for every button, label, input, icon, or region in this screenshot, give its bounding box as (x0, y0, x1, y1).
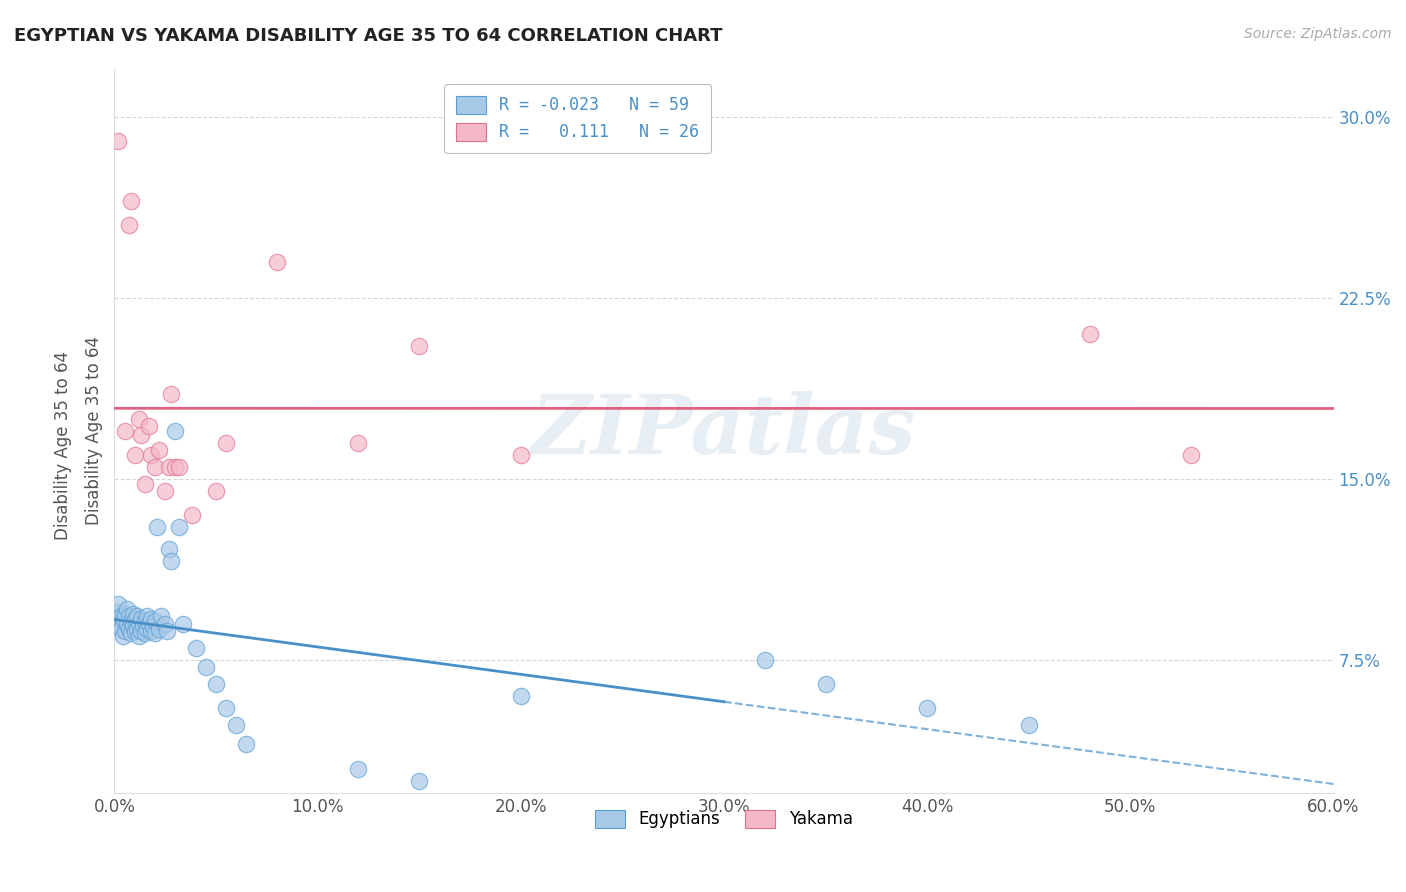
Point (128, 411, 150, 425)
Legend: Egyptians, Yakama: Egyptians, Yakama (589, 803, 859, 835)
Text: Source: ZipAtlas.com: Source: ZipAtlas.com (1244, 27, 1392, 41)
Text: Disability Age 35 to 64: Disability Age 35 to 64 (55, 351, 72, 541)
Point (134, 476, 156, 491)
Point (107, 134, 129, 148)
Point (184, 640, 207, 655)
Point (180, 508, 202, 522)
Point (117, 609, 139, 624)
Point (150, 609, 173, 624)
Point (132, 619, 155, 633)
Point (134, 614, 156, 628)
Point (111, 629, 134, 643)
Point (215, 435, 238, 450)
Point (205, 677, 228, 691)
Point (115, 602, 138, 616)
Point (121, 619, 143, 633)
Point (117, 622, 139, 636)
Point (157, 459, 180, 474)
Point (128, 629, 150, 643)
Point (120, 614, 142, 628)
Point (157, 541, 180, 556)
Point (107, 598, 129, 612)
Point (114, 624, 136, 638)
Point (139, 612, 162, 626)
Point (125, 609, 148, 624)
Point (124, 624, 146, 638)
Text: ZIPatlas: ZIPatlas (531, 391, 917, 471)
Point (120, 194, 142, 209)
Point (121, 607, 143, 621)
Point (110, 609, 132, 624)
Point (347, 762, 370, 776)
Point (1018, 718, 1040, 732)
Point (115, 616, 138, 631)
Point (155, 483, 177, 498)
Point (155, 616, 177, 631)
Point (114, 607, 136, 621)
Point (135, 609, 157, 624)
Point (225, 718, 247, 732)
Point (156, 624, 179, 638)
Point (169, 459, 191, 474)
Point (143, 459, 166, 474)
Point (754, 653, 776, 667)
Point (1180, 448, 1202, 462)
Point (169, 520, 191, 534)
Text: EGYPTIAN VS YAKAMA DISABILITY AGE 35 TO 64 CORRELATION CHART: EGYPTIAN VS YAKAMA DISABILITY AGE 35 TO … (14, 27, 723, 45)
Y-axis label: Disability Age 35 to 64: Disability Age 35 to 64 (86, 336, 103, 525)
Point (138, 616, 160, 631)
Point (110, 622, 132, 636)
Point (135, 622, 157, 636)
Point (509, 689, 531, 703)
Point (124, 448, 146, 462)
Point (114, 424, 136, 438)
Point (128, 616, 150, 631)
Point (266, 254, 288, 268)
Point (173, 616, 195, 631)
Point (165, 459, 187, 474)
Point (139, 624, 162, 638)
Point (129, 428, 152, 442)
Point (105, 605, 128, 619)
Point (129, 612, 152, 626)
Point (125, 622, 148, 636)
Point (235, 738, 257, 752)
Point (117, 219, 139, 233)
Point (107, 616, 129, 631)
Point (915, 701, 938, 715)
Point (165, 424, 187, 438)
Point (138, 418, 160, 433)
Point (205, 483, 228, 498)
Point (111, 612, 134, 626)
Point (120, 626, 142, 640)
Point (143, 626, 166, 640)
Point (146, 520, 169, 534)
Point (148, 622, 170, 636)
Point (408, 773, 430, 788)
Point (134, 626, 156, 640)
Point (347, 435, 370, 450)
Point (215, 701, 238, 715)
Point (142, 619, 165, 633)
Point (194, 660, 217, 674)
Point (160, 554, 183, 568)
Point (408, 339, 430, 353)
Point (143, 614, 166, 628)
Point (129, 624, 152, 638)
Point (814, 677, 837, 691)
Point (1078, 326, 1101, 341)
Point (148, 442, 170, 457)
Point (124, 612, 146, 626)
Point (509, 448, 531, 462)
Point (139, 448, 162, 462)
Point (160, 387, 183, 401)
